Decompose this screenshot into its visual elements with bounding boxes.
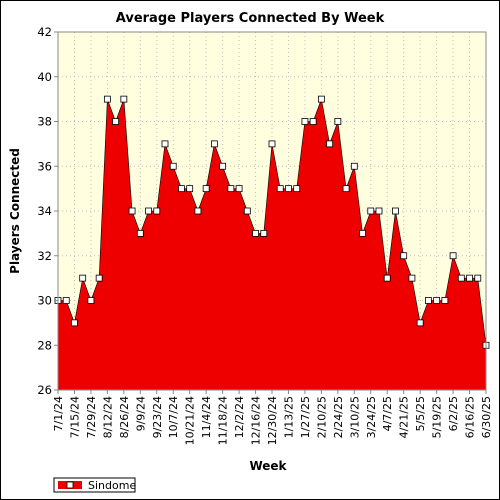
y-tick-label: 42 xyxy=(37,25,52,39)
data-point xyxy=(276,185,284,193)
y-tick-label: 36 xyxy=(37,159,52,173)
data-point xyxy=(79,274,87,282)
x-tick-label: 8/26/24 xyxy=(118,396,131,438)
data-point xyxy=(227,185,235,193)
data-point xyxy=(457,274,465,282)
x-tick-label: 2/24/25 xyxy=(332,396,345,438)
data-point xyxy=(210,140,218,148)
data-point xyxy=(62,297,70,304)
legend-marker-icon xyxy=(66,481,74,489)
data-point xyxy=(120,95,128,103)
x-tick-label: 5/19/25 xyxy=(431,396,444,438)
data-point xyxy=(392,207,399,215)
x-tick-label: 6/2/25 xyxy=(447,396,460,431)
legend-label-sindome: Sindome xyxy=(88,479,136,492)
data-point xyxy=(243,207,251,215)
data-point xyxy=(375,207,383,215)
area-series-sindome xyxy=(57,97,487,391)
data-point xyxy=(383,274,391,282)
data-point xyxy=(260,229,268,237)
y-tick-label: 26 xyxy=(37,383,52,397)
data-point xyxy=(408,274,416,282)
data-point xyxy=(317,95,325,103)
data-point xyxy=(169,162,177,170)
data-point xyxy=(466,274,473,282)
data-point xyxy=(186,185,194,193)
data-point xyxy=(400,252,408,260)
data-point xyxy=(301,118,309,125)
data-point xyxy=(95,274,103,282)
data-point xyxy=(153,207,161,215)
y-tick-label: 28 xyxy=(37,338,52,352)
data-point xyxy=(474,274,482,282)
data-point xyxy=(194,207,202,215)
x-tick-label: 7/15/24 xyxy=(68,396,81,438)
y-axis-title: Players Connected xyxy=(8,148,22,274)
data-point xyxy=(268,140,276,148)
data-point xyxy=(334,118,342,125)
x-tick-label: 7/1/24 xyxy=(52,396,65,431)
y-tick-label: 32 xyxy=(37,249,52,263)
data-point xyxy=(235,185,243,193)
data-point xyxy=(219,162,227,170)
x-tick-label: 10/21/24 xyxy=(184,396,197,445)
data-point xyxy=(416,319,424,327)
x-tick-label: 5/5/25 xyxy=(414,396,427,431)
x-tick-label: 3/24/25 xyxy=(365,396,378,438)
data-point xyxy=(309,118,317,125)
data-point xyxy=(252,229,259,237)
x-tick-label: 9/9/24 xyxy=(134,396,147,431)
data-point xyxy=(71,319,78,327)
data-point xyxy=(367,207,375,215)
data-point xyxy=(112,118,120,125)
data-point xyxy=(359,229,366,237)
data-point xyxy=(145,207,152,215)
x-tick-label: 4/7/25 xyxy=(381,396,394,431)
data-point xyxy=(424,297,432,304)
data-point xyxy=(433,297,441,304)
x-tick-label: 11/4/24 xyxy=(200,396,213,438)
data-point xyxy=(285,185,292,193)
data-point xyxy=(103,95,111,103)
y-tick-label: 40 xyxy=(37,70,52,84)
data-point xyxy=(128,207,136,215)
y-tick-label: 30 xyxy=(37,294,52,308)
x-tick-label: 12/30/24 xyxy=(266,396,279,445)
x-tick-label: 4/21/25 xyxy=(398,396,411,438)
data-point xyxy=(441,297,449,304)
y-axis-ticks: 26 28 30 32 34 36 38 40 42 xyxy=(37,25,58,397)
x-tick-label: 11/18/24 xyxy=(217,396,230,445)
x-tick-label: 1/13/25 xyxy=(282,396,295,438)
legend: Sindome xyxy=(53,477,136,493)
data-point xyxy=(161,140,169,148)
data-point xyxy=(293,185,301,193)
x-tick-label: 6/30/25 xyxy=(480,396,493,438)
data-point xyxy=(136,229,144,237)
x-axis-title: Week xyxy=(249,459,287,473)
y-tick-label: 38 xyxy=(37,115,52,129)
x-tick-label: 12/16/24 xyxy=(250,396,263,445)
data-point xyxy=(326,140,334,148)
x-tick-label: 10/7/24 xyxy=(167,396,180,438)
data-point xyxy=(178,185,185,193)
x-tick-label: 12/2/24 xyxy=(233,396,246,438)
x-tick-label: 1/27/25 xyxy=(299,396,312,438)
chart-title: Average Players Connected By Week xyxy=(116,11,385,26)
x-tick-label: 7/29/24 xyxy=(85,396,98,438)
data-point xyxy=(449,252,457,260)
data-point xyxy=(202,185,210,193)
x-tick-label: 8/12/24 xyxy=(101,396,114,438)
x-tick-label: 2/10/25 xyxy=(315,396,328,438)
data-point xyxy=(87,297,95,304)
y-tick-label: 34 xyxy=(37,204,52,218)
x-tick-label: 9/23/24 xyxy=(151,396,164,438)
data-point xyxy=(342,185,350,193)
x-axis-ticks: 7/1/24 7/15/24 7/29/24 8/12/24 8/26/24 9/9/24… xyxy=(52,390,493,445)
data-point xyxy=(350,162,358,170)
x-tick-label: 6/16/25 xyxy=(464,396,477,438)
x-tick-label: 3/10/25 xyxy=(348,396,361,438)
